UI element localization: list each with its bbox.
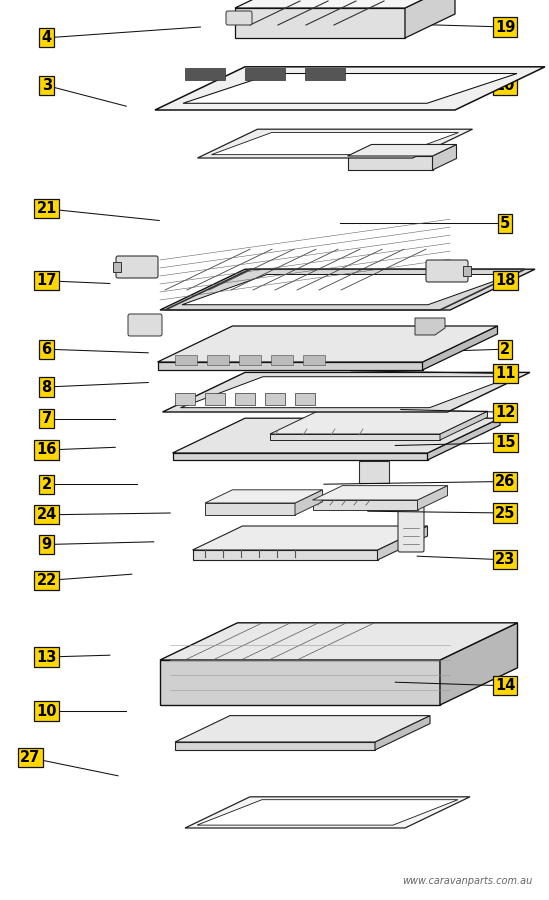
Text: 12: 12	[495, 405, 516, 419]
Text: 2: 2	[42, 477, 52, 491]
Polygon shape	[163, 373, 530, 412]
Polygon shape	[295, 490, 322, 515]
Text: 6: 6	[42, 342, 52, 356]
Text: 5: 5	[500, 216, 510, 230]
Bar	[175, 393, 195, 405]
Polygon shape	[375, 716, 430, 750]
Text: 4: 4	[42, 31, 52, 45]
Polygon shape	[158, 326, 497, 362]
Polygon shape	[440, 411, 488, 440]
Polygon shape	[433, 145, 457, 170]
Polygon shape	[417, 486, 447, 510]
Polygon shape	[175, 716, 430, 742]
Text: 2: 2	[500, 342, 510, 356]
Polygon shape	[160, 660, 440, 705]
FancyBboxPatch shape	[116, 256, 158, 278]
Text: 26: 26	[495, 474, 515, 489]
Text: 11: 11	[495, 366, 516, 381]
Polygon shape	[160, 269, 535, 310]
Polygon shape	[348, 145, 457, 156]
Polygon shape	[312, 500, 417, 510]
Polygon shape	[312, 486, 447, 500]
FancyBboxPatch shape	[226, 11, 252, 25]
Text: 3: 3	[42, 78, 52, 93]
FancyBboxPatch shape	[398, 506, 424, 552]
Polygon shape	[160, 623, 518, 660]
Polygon shape	[183, 74, 517, 104]
Polygon shape	[211, 132, 458, 155]
Polygon shape	[428, 418, 500, 460]
Text: 20: 20	[495, 78, 516, 93]
Bar	[205, 393, 225, 405]
Text: 16: 16	[36, 443, 57, 457]
Polygon shape	[175, 742, 375, 750]
Polygon shape	[378, 526, 428, 560]
Polygon shape	[182, 274, 513, 305]
Bar	[239, 355, 261, 365]
Polygon shape	[181, 377, 512, 408]
Text: 23: 23	[495, 553, 515, 567]
Text: 22: 22	[37, 573, 57, 588]
Bar	[303, 355, 325, 365]
Text: 7: 7	[42, 411, 52, 426]
FancyBboxPatch shape	[359, 461, 389, 483]
Polygon shape	[172, 418, 500, 453]
Bar	[265, 393, 285, 405]
Polygon shape	[235, 0, 455, 8]
Text: www.caravanparts.com.au: www.caravanparts.com.au	[402, 877, 533, 886]
Polygon shape	[423, 326, 497, 370]
Text: 19: 19	[495, 20, 516, 34]
Polygon shape	[172, 453, 428, 460]
Text: 24: 24	[37, 508, 57, 522]
Polygon shape	[193, 550, 378, 560]
Polygon shape	[158, 362, 423, 370]
Bar	[245, 68, 285, 80]
Polygon shape	[155, 67, 545, 110]
Text: 8: 8	[42, 380, 52, 394]
Bar	[235, 393, 255, 405]
Polygon shape	[198, 130, 473, 158]
Text: 17: 17	[36, 274, 57, 288]
Text: 9: 9	[42, 537, 52, 552]
Bar	[295, 393, 315, 405]
Text: 18: 18	[495, 274, 516, 288]
Polygon shape	[415, 318, 445, 335]
Bar	[185, 68, 225, 80]
FancyBboxPatch shape	[426, 260, 468, 282]
Polygon shape	[270, 434, 440, 440]
Polygon shape	[197, 800, 458, 825]
Bar	[175, 355, 197, 365]
Polygon shape	[205, 490, 322, 503]
Bar	[463, 266, 471, 276]
Text: 14: 14	[495, 679, 516, 693]
Bar	[305, 68, 345, 80]
Text: 10: 10	[36, 704, 57, 718]
Polygon shape	[440, 623, 518, 705]
Text: 25: 25	[495, 506, 516, 520]
Text: 27: 27	[20, 751, 40, 765]
Text: 15: 15	[495, 436, 516, 450]
Polygon shape	[205, 503, 295, 515]
Text: 13: 13	[36, 650, 57, 664]
Bar	[113, 262, 121, 272]
FancyBboxPatch shape	[128, 314, 162, 336]
Polygon shape	[405, 0, 455, 38]
Polygon shape	[193, 526, 428, 550]
Bar	[207, 355, 229, 365]
Polygon shape	[235, 8, 405, 38]
Polygon shape	[270, 411, 488, 434]
Polygon shape	[348, 156, 433, 170]
Text: 21: 21	[36, 202, 57, 216]
Polygon shape	[185, 796, 470, 828]
Bar	[271, 355, 293, 365]
